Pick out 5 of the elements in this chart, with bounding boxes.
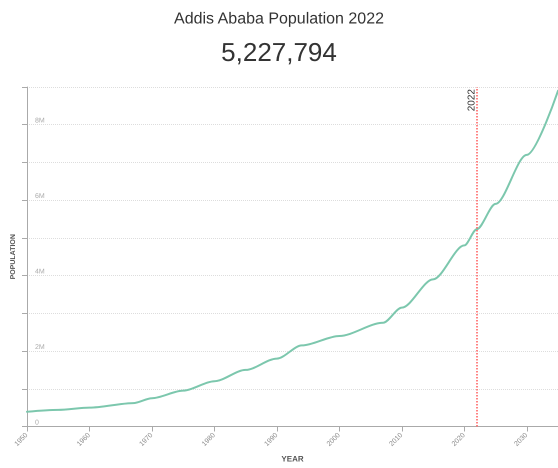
chart-subtitle: 5,227,794 xyxy=(221,37,337,67)
chart-title: Addis Ababa Population 2022 xyxy=(174,10,384,28)
x-axis-title: YEAR xyxy=(281,454,304,464)
line-series xyxy=(26,90,558,413)
ref-line-label: 2022 xyxy=(466,88,478,112)
